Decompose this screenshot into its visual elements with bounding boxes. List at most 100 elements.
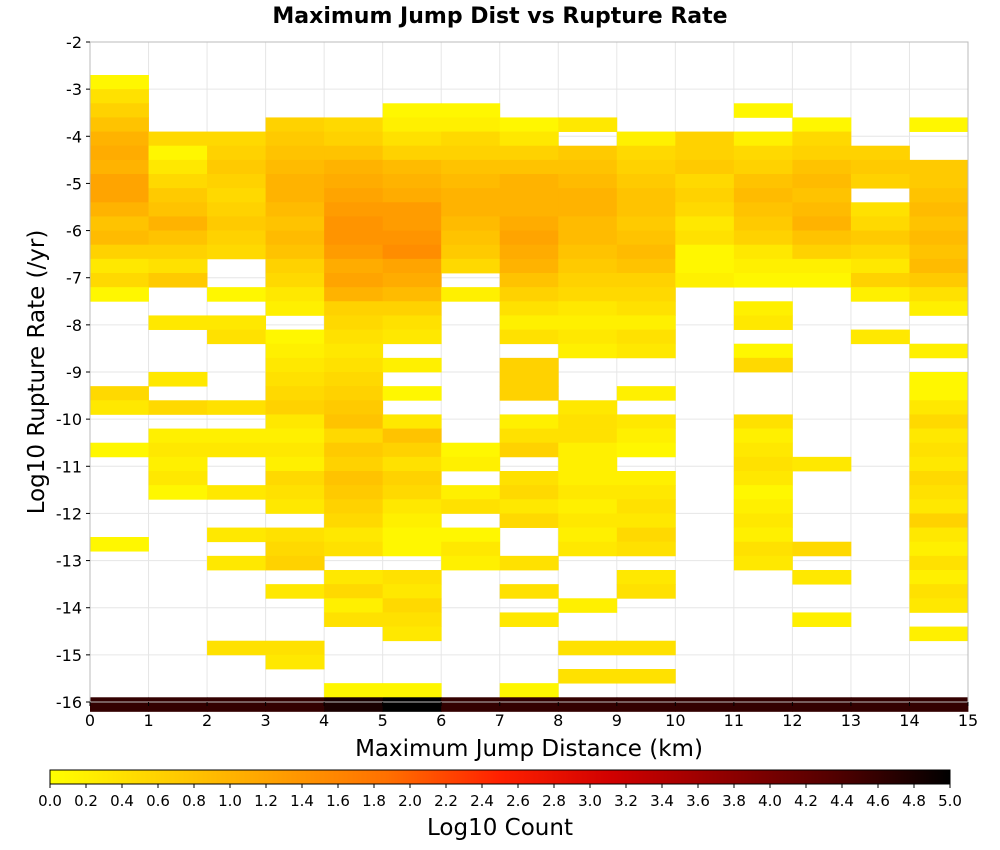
heatmap-cell (850, 230, 910, 246)
heatmap-cell (207, 188, 266, 203)
heatmap-cell (207, 145, 266, 161)
heatmap-cell (265, 471, 325, 486)
colorbar-tick-label: 2.6 (506, 792, 530, 810)
heatmap-cell (499, 287, 559, 302)
heatmap-cell (382, 386, 442, 401)
heatmap-cell (909, 485, 969, 500)
colorbar-tick-label: 1.8 (362, 792, 386, 810)
heatmap-cell (382, 202, 442, 217)
heatmap-cell (792, 230, 852, 246)
heatmap-cell (265, 372, 325, 387)
heatmap-cell (382, 287, 442, 302)
heatmap-cell (850, 273, 910, 288)
colorbar-tick-label: 3.0 (578, 792, 602, 810)
heatmap-cell (909, 456, 969, 472)
heatmap-cell (733, 343, 793, 359)
heatmap-cell (909, 598, 969, 613)
heatmap-cell (792, 273, 852, 288)
heatmap-cell (324, 612, 384, 627)
heatmap-cell (207, 159, 266, 175)
heatmap-cell (616, 315, 676, 330)
heatmap-cell (558, 273, 618, 288)
colorbar-tick-label: 1.0 (218, 792, 242, 810)
heatmap-cell (909, 386, 969, 401)
heatmap-cell (148, 372, 208, 387)
heatmap-cell (441, 230, 501, 246)
heatmap-cell (558, 697, 618, 712)
x-tick-label: 2 (202, 711, 212, 730)
heatmap-cell (558, 315, 618, 330)
heatmap-cell (558, 471, 618, 486)
heatmap-cell (441, 442, 501, 458)
heatmap-cell (909, 513, 969, 528)
x-tick-label: 9 (612, 711, 622, 730)
colorbar-tick-label: 3.2 (614, 792, 638, 810)
x-tick-label: 14 (899, 711, 919, 730)
heatmap-cell (382, 145, 442, 161)
heatmap-cell (733, 159, 793, 175)
heatmap-cell (909, 626, 969, 642)
heatmap-cell (792, 258, 852, 274)
heatmap-cell (499, 485, 559, 500)
heatmap-cell (324, 471, 384, 486)
x-tick-label: 7 (495, 711, 505, 730)
heatmap-cell (558, 174, 618, 189)
heatmap-cell (90, 697, 149, 712)
heatmap-cell (675, 202, 735, 217)
heatmap-cell (499, 230, 559, 246)
colorbar-tick-label: 4.8 (902, 792, 926, 810)
heatmap-cell (675, 131, 735, 147)
heatmap-cell (733, 315, 793, 330)
heatmap-cell (558, 456, 618, 472)
heatmap-cell (792, 159, 852, 175)
heatmap-cell (909, 541, 969, 557)
colorbar-tick-label: 2.0 (398, 792, 422, 810)
heatmap-cell (207, 244, 266, 260)
heatmap-cell (90, 400, 149, 415)
heatmap-cell (909, 287, 969, 302)
heatmap-cell (499, 315, 559, 330)
x-tick-label: 12 (782, 711, 802, 730)
heatmap-cell (499, 471, 559, 486)
heatmap-cell (265, 301, 325, 316)
heatmap-cell (441, 555, 501, 571)
heatmap-cell (382, 499, 442, 514)
y-tick-label: -13 (56, 552, 82, 571)
heatmap-cell (148, 174, 208, 189)
heatmap-cell (499, 683, 559, 698)
heatmap-cell (733, 456, 793, 472)
heatmap-cell (90, 273, 149, 288)
heatmap-cell (148, 428, 208, 444)
heatmap-cell (733, 527, 793, 543)
heatmap-cell (616, 428, 676, 444)
heatmap-cell (148, 258, 208, 274)
heatmap-cell (616, 584, 676, 599)
colorbar-tick-label: 1.2 (254, 792, 278, 810)
heatmap-cell (382, 216, 442, 231)
heatmap-cell (324, 570, 384, 585)
heatmap-cell (558, 513, 618, 528)
heatmap-cell (441, 456, 501, 472)
heatmap-cell (382, 103, 442, 118)
heatmap-cell (441, 131, 501, 147)
heatmap-cell (90, 230, 149, 246)
heatmap-cell (207, 697, 266, 712)
heatmap-cell (675, 145, 735, 161)
heatmap-cell (850, 145, 910, 161)
heatmap-cell (850, 174, 910, 189)
heatmap-cell (616, 640, 676, 656)
chart-title: Maximum Jump Dist vs Rupture Rate (272, 4, 727, 29)
heatmap-cell (265, 456, 325, 472)
heatmap-cell (558, 159, 618, 175)
heatmap-cell (558, 640, 618, 656)
heatmap-cell (90, 442, 149, 458)
heatmap-cell (558, 145, 618, 161)
heatmap-cell (265, 555, 325, 571)
heatmap-cell (207, 485, 266, 500)
heatmap-cell (616, 145, 676, 161)
heatmap-cell (909, 697, 969, 712)
colorbar-tick-label: 1.6 (326, 792, 350, 810)
heatmap-cell (207, 287, 266, 302)
heatmap-cell (382, 188, 442, 203)
x-tick-label: 1 (143, 711, 153, 730)
